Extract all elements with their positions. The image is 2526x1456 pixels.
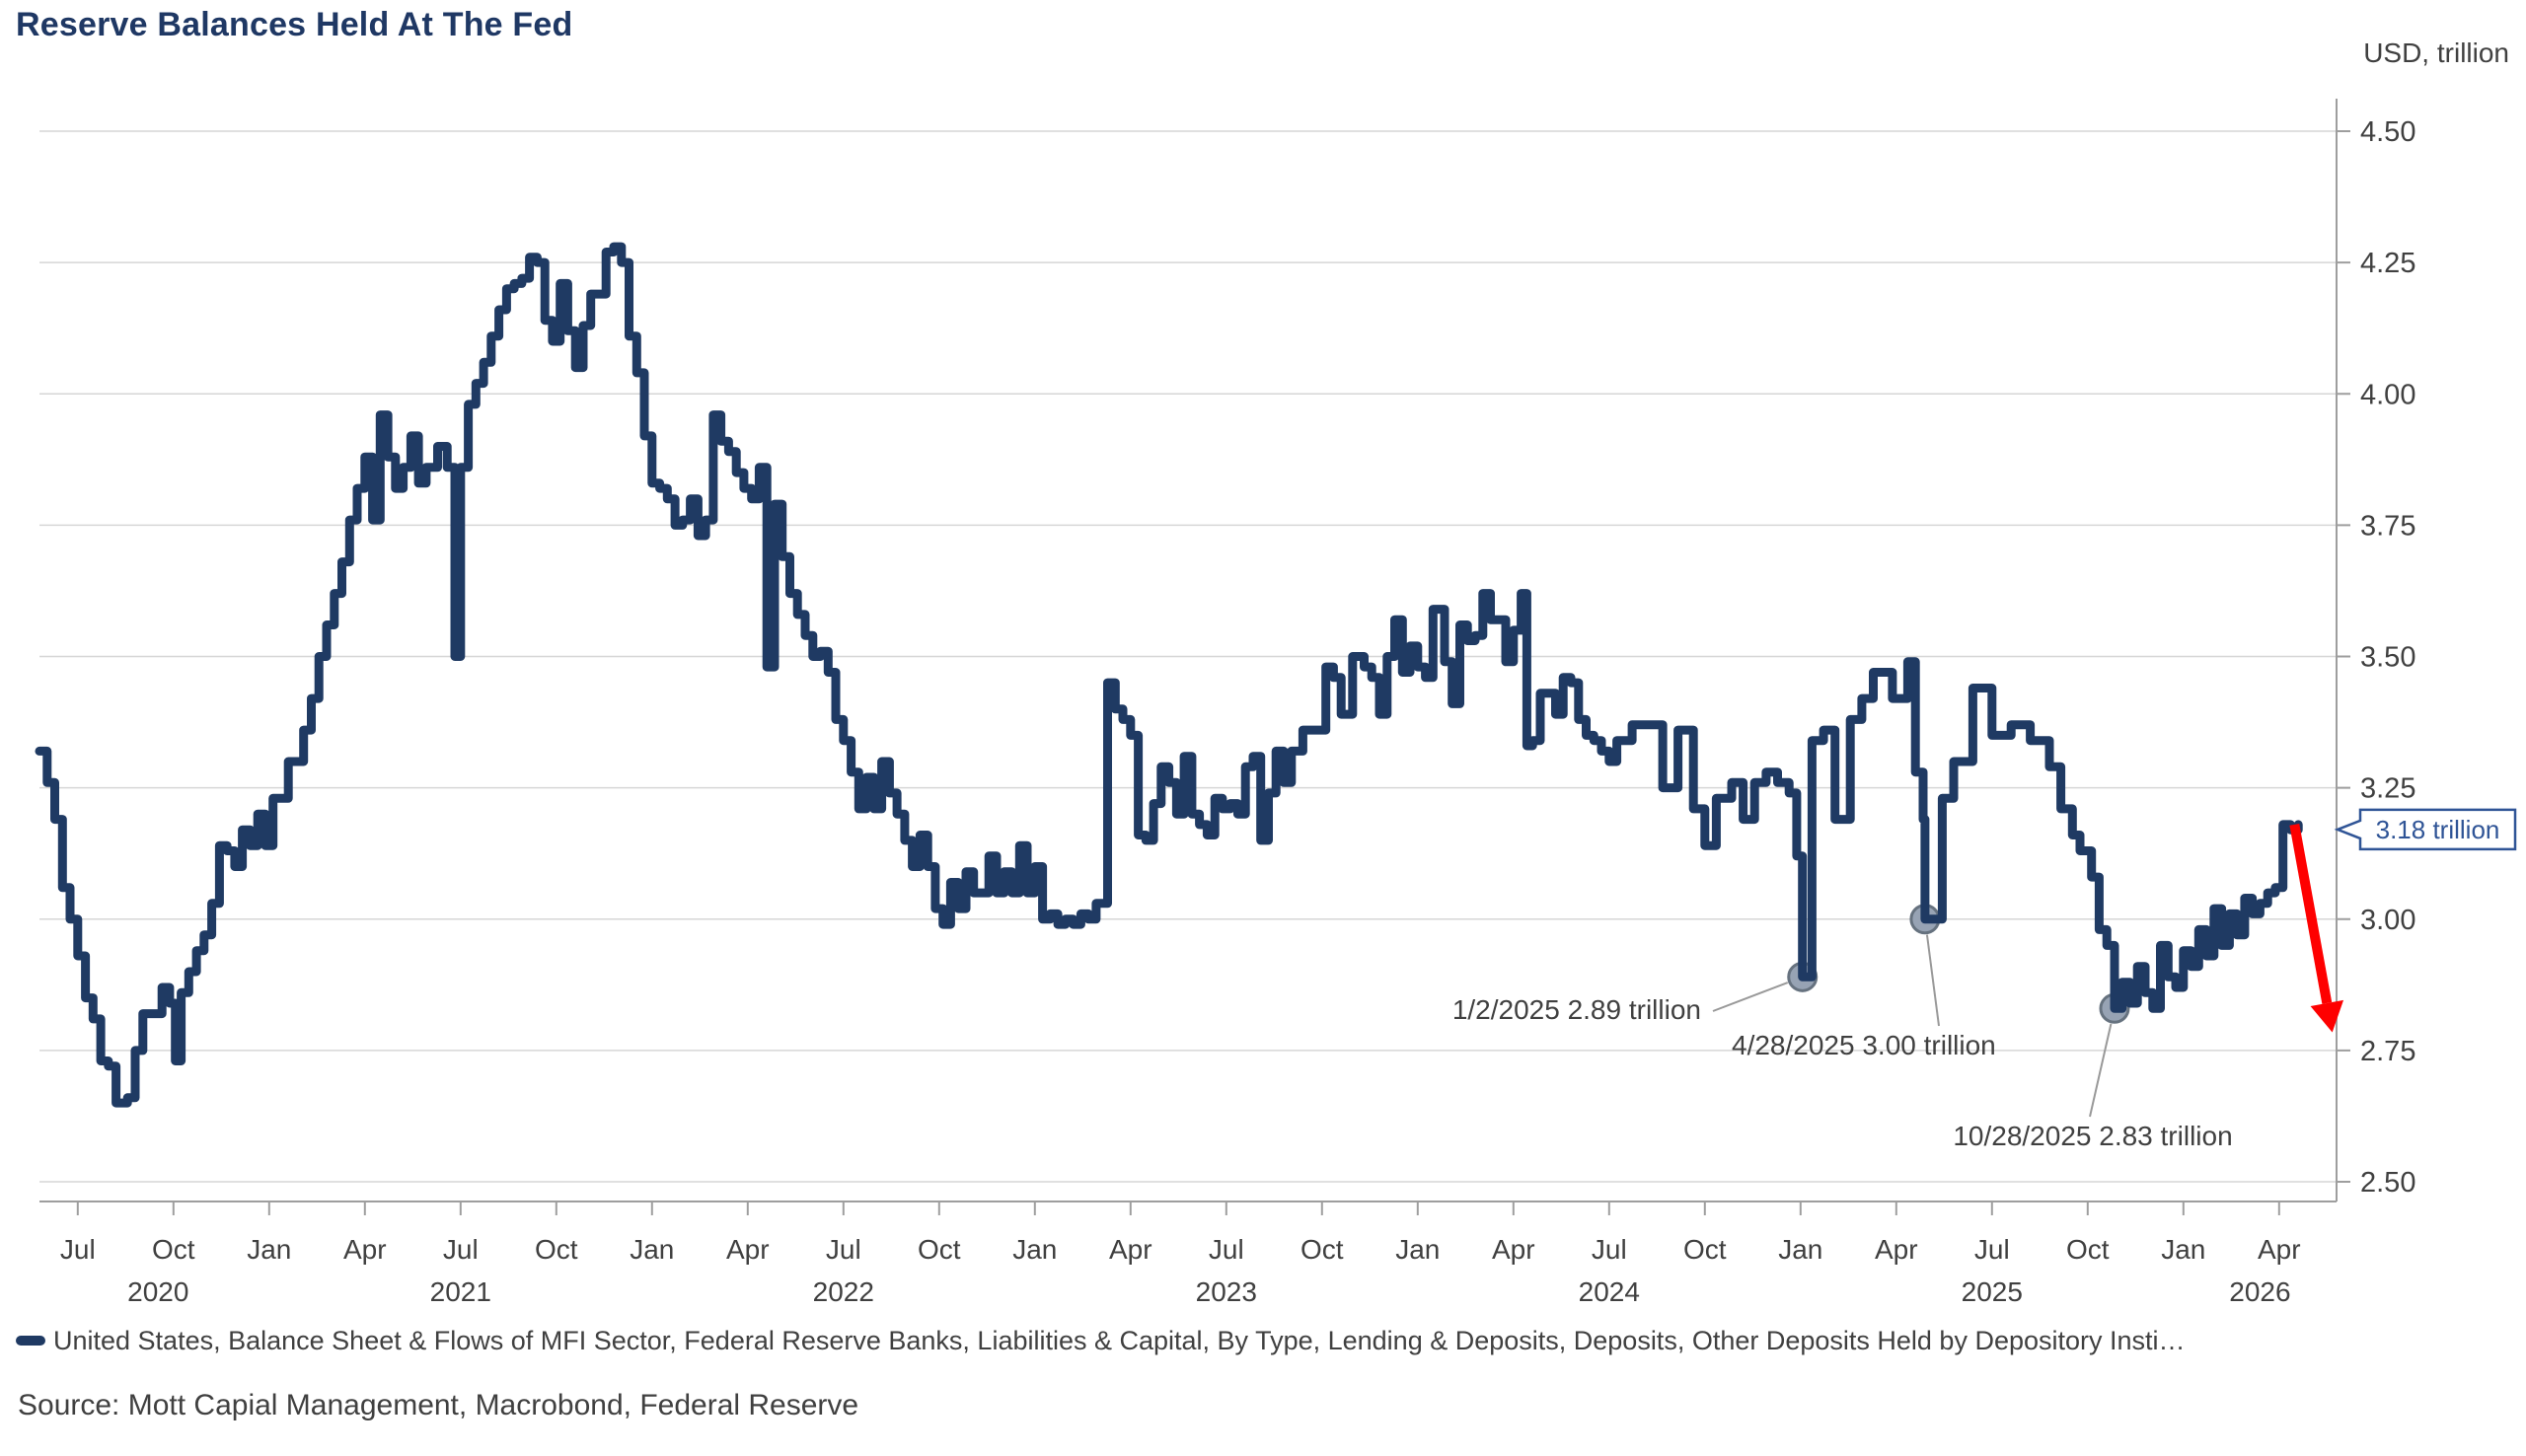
x-month-label: Jul (443, 1234, 479, 1265)
y-tick-label: 3.00 (2360, 905, 2415, 936)
trend-arrow-head (2310, 999, 2344, 1033)
x-month-label: Jul (1209, 1234, 1244, 1265)
annotation-label-jan-2025: 1/2/2025 2.89 trillion (1451, 994, 1701, 1025)
x-month-label: Apr (1109, 1234, 1152, 1265)
callout-bubble (2334, 808, 2517, 851)
x-month-label: Jan (2161, 1234, 2205, 1265)
x-year-label: 2026 (2229, 1276, 2290, 1307)
legend-line-swatch (16, 1336, 45, 1346)
y-tick-label: 4.50 (2360, 116, 2415, 148)
x-month-label: Apr (1875, 1234, 1918, 1265)
y-tick-label: 2.75 (2360, 1036, 2415, 1067)
y-tick-label: 3.25 (2360, 773, 2415, 805)
annotation-label-oct-2025: 10/28/2025 2.83 trillion (1953, 1121, 2233, 1151)
annotation-leader-lines (1712, 934, 2113, 1118)
legend: United States, Balance Sheet & Flows of … (16, 1324, 2512, 1357)
x-month-label: Jan (247, 1234, 291, 1265)
x-month-label: Oct (2066, 1234, 2110, 1265)
y-tick-label: 3.50 (2360, 642, 2415, 674)
x-axis-labels: Jul Oct Jan Apr Jul Oct Jan Apr Jul Oct Jan Apr Jul O… (60, 1201, 2301, 1307)
y-tick-label: 4.00 (2360, 379, 2415, 410)
x-month-label: Apr (343, 1234, 387, 1265)
x-month-label: Jul (1974, 1234, 2010, 1265)
x-month-label: Oct (152, 1234, 195, 1265)
x-month-label: Jul (60, 1234, 96, 1265)
x-month-label: Oct (1683, 1234, 1727, 1265)
source-text: Source: Mott Capial Management, Macrobon… (18, 1389, 859, 1421)
x-year-label: 2023 (1196, 1276, 1257, 1307)
y-tick-label: 2.50 (2360, 1167, 2415, 1199)
x-year-label: 2024 (1579, 1276, 1640, 1307)
x-month-label: Apr (2258, 1234, 2301, 1265)
x-month-label: Jan (1012, 1234, 1057, 1265)
annotation-label-apr-2025: 4/28/2025 3.00 trillion (1732, 1030, 1996, 1060)
x-year-label: 2020 (127, 1276, 188, 1307)
legend-series-label: United States, Balance Sheet & Flows of … (53, 1325, 2186, 1355)
page-title: Reserve Balances Held At The Fed (16, 6, 573, 43)
x-month-label: Jul (1592, 1234, 1627, 1265)
x-month-label: Apr (1492, 1234, 1535, 1265)
x-month-label: Oct (535, 1234, 578, 1265)
x-month-label: Oct (1300, 1234, 1344, 1265)
trend-arrow-shaft (2289, 824, 2333, 1004)
x-year-label: 2025 (1962, 1276, 2023, 1307)
x-month-label: Oct (918, 1234, 961, 1265)
y-tick-label: 4.25 (2360, 248, 2415, 279)
x-month-label: Apr (726, 1234, 770, 1265)
x-month-label: Jan (630, 1234, 674, 1265)
gridlines: 4.50 4.25 4.00 3.75 3.50 3.25 3.00 2.75 2.50 (39, 116, 2415, 1199)
x-year-label: 2021 (430, 1276, 491, 1307)
annotation-markers (1787, 904, 2130, 1024)
y-tick-label: 3.75 (2360, 510, 2415, 542)
series-line (35, 242, 2303, 1108)
x-year-label: 2022 (813, 1276, 874, 1307)
x-month-label: Jan (1395, 1234, 1440, 1265)
x-month-label: Jul (826, 1234, 861, 1265)
x-month-label: Jan (1778, 1234, 1822, 1265)
y-axis-unit-label: USD, trillion (2363, 37, 2509, 68)
last-value-callout: 3.18 trillion (2375, 814, 2500, 844)
